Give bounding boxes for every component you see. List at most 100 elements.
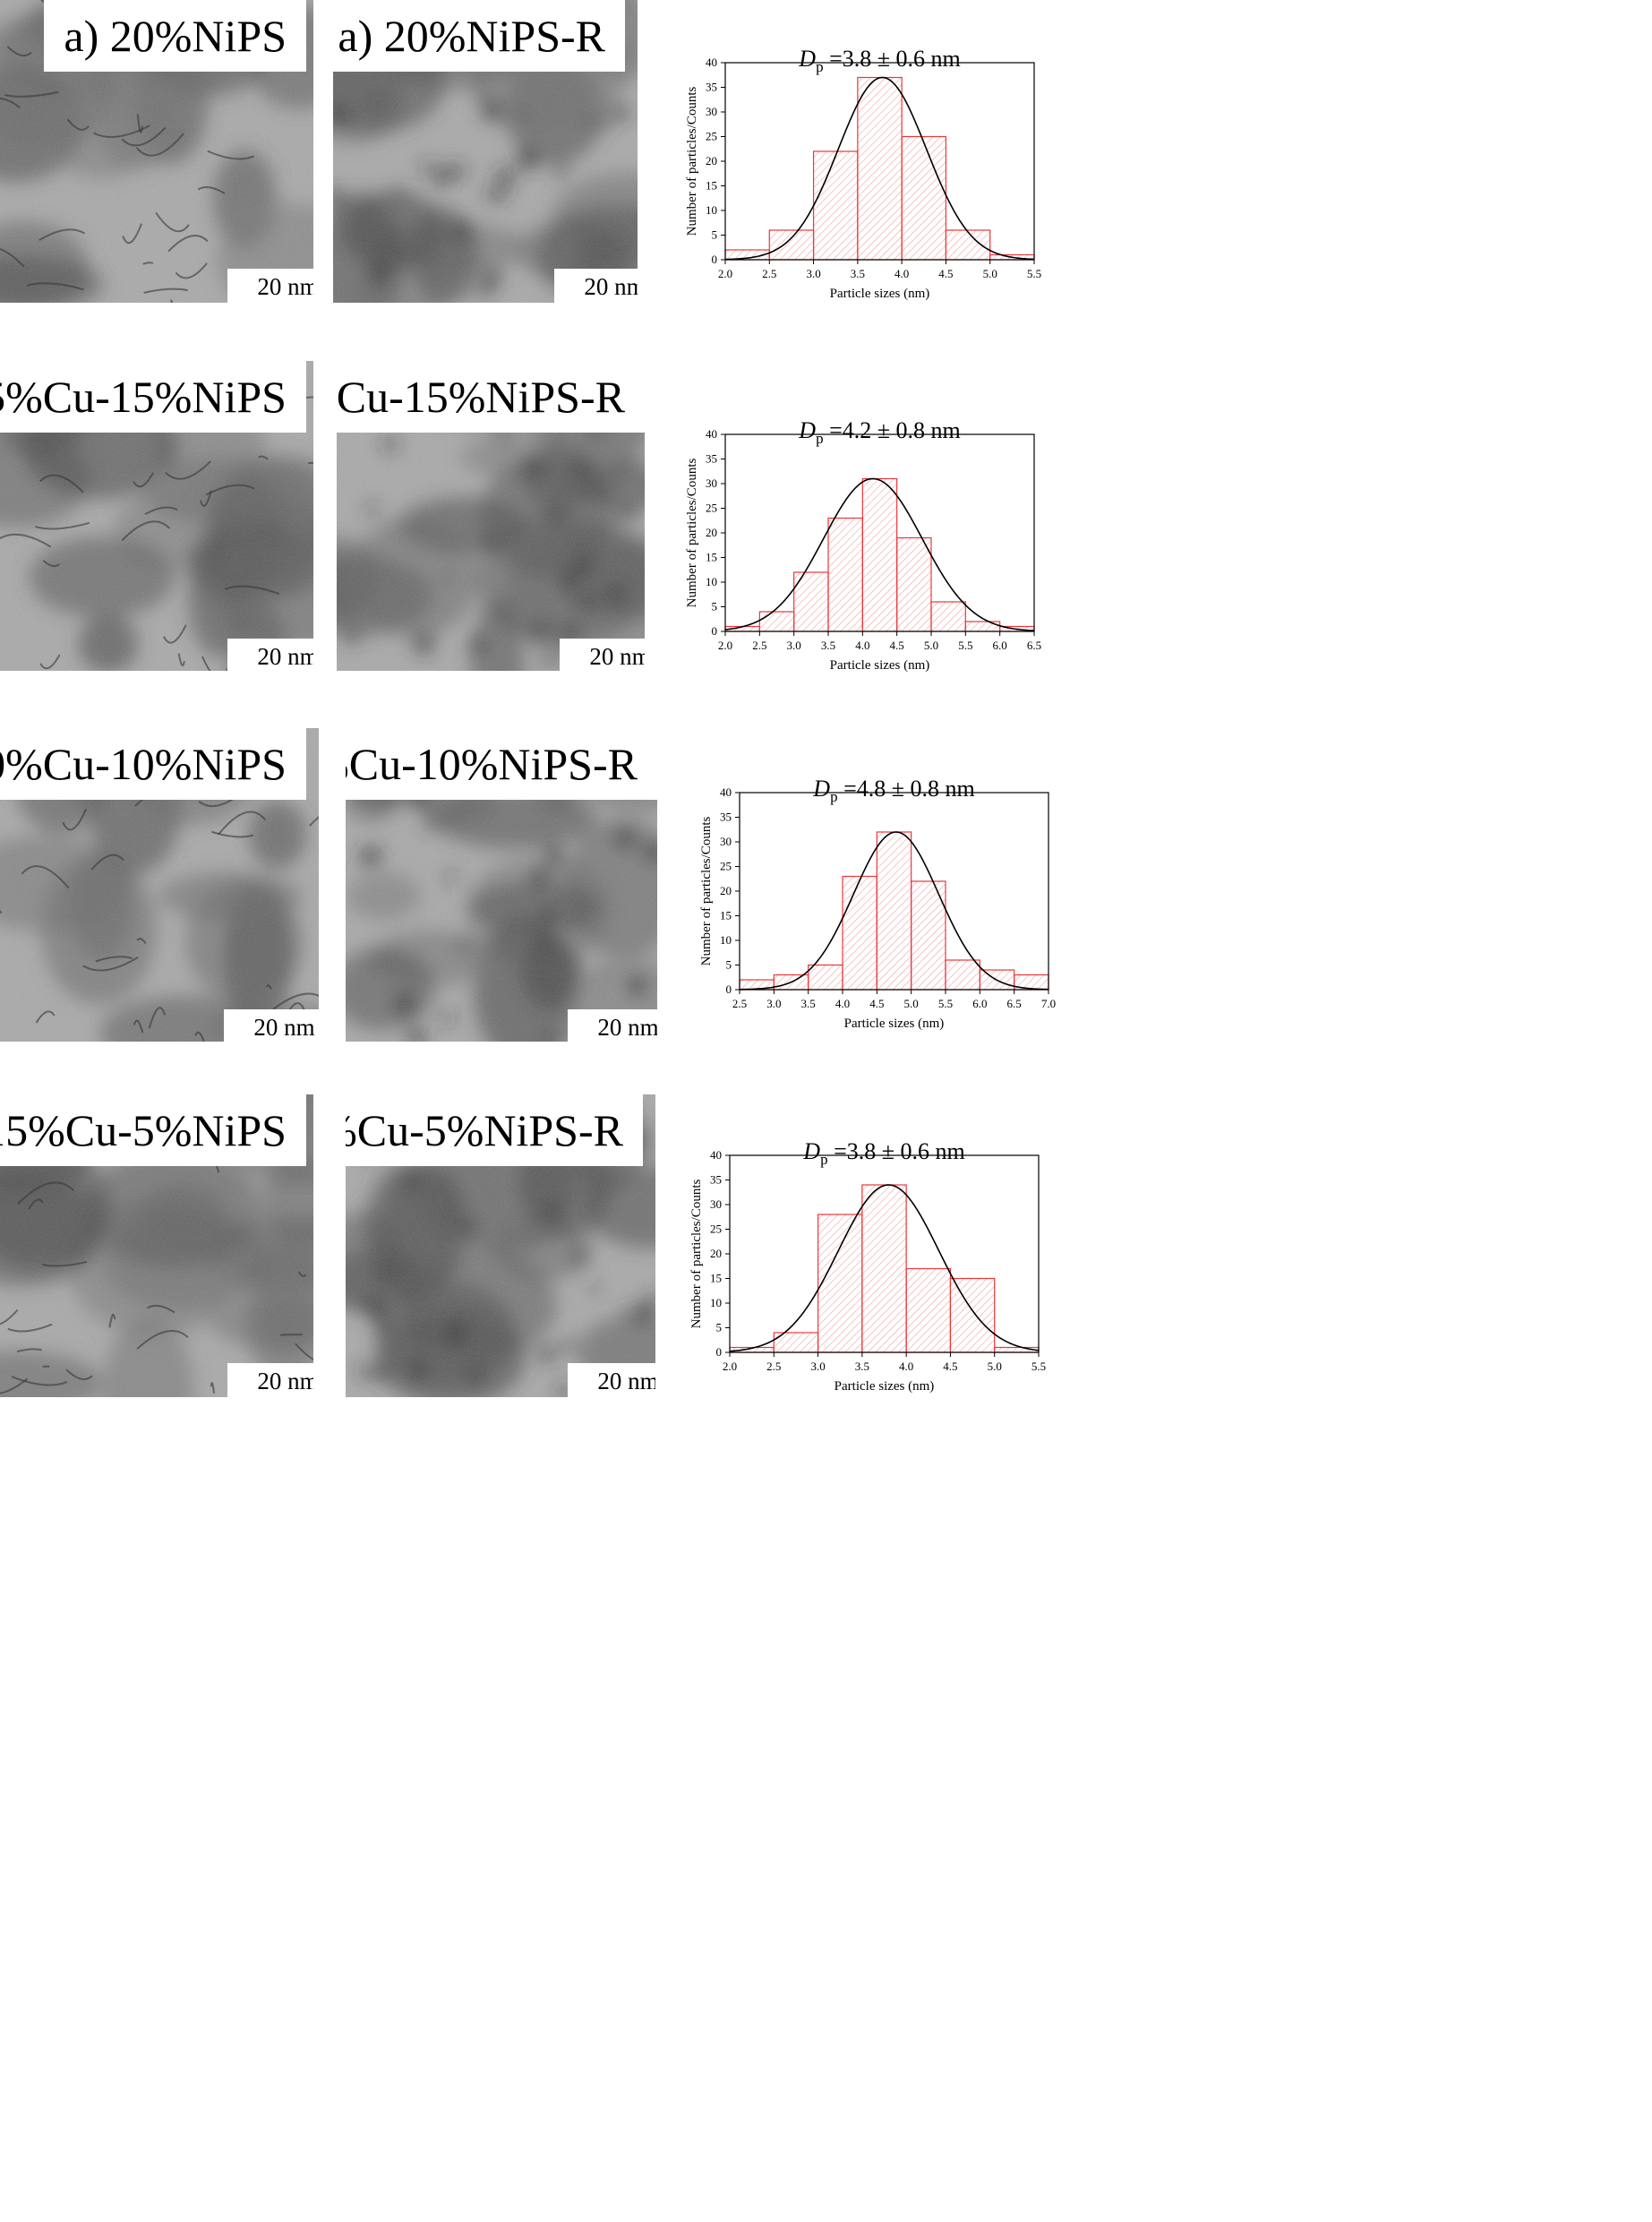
scale-bar-label: 20 nm	[253, 1014, 315, 1041]
x-tick-label: 2.5	[762, 267, 776, 280]
histogram-bar	[945, 229, 991, 261]
histogram-bar	[945, 959, 980, 991]
y-tick-label: 30	[720, 835, 732, 848]
scale-bar: 20 nm	[227, 639, 313, 671]
gaussian-fit-line	[739, 831, 1049, 991]
histogram-chart-a: 2.0 2.5 3.0 3.5 4.0 4.5 5.0 5.5 0 5 10 15 20 25 30 35 40…	[663, 27, 1057, 313]
y-tick-label: 5	[726, 958, 732, 972]
x-tick-label: 2.0	[723, 1360, 737, 1373]
gaussian-fit-line	[724, 76, 1035, 261]
y-tick-label: 35	[706, 81, 717, 94]
y-tick-label: 15	[706, 551, 717, 564]
y-tick-label: 25	[710, 1223, 722, 1236]
x-tick-label: 5.5	[1031, 1360, 1046, 1373]
x-tick-label: 5.0	[988, 1360, 1002, 1373]
histogram-bar	[876, 831, 912, 991]
x-tick-label: 2.5	[732, 997, 747, 1010]
y-tick-label: 10	[710, 1296, 722, 1309]
x-tick-label: 4.5	[869, 997, 884, 1010]
scale-bar-label: 20 nm	[597, 1368, 655, 1394]
scale-bar-label: 20 nm	[257, 643, 313, 670]
y-axis-label: Number of particles/Counts	[685, 87, 699, 236]
x-tick-label: 2.5	[752, 639, 766, 652]
x-tick-label: 5.0	[983, 267, 997, 280]
scale-bar: 20 nm	[568, 1363, 655, 1397]
tem-image-b-right: b) 5%Cu-15%NiPS-R 20 nm	[337, 361, 645, 671]
y-axis-label: Number of particles/Counts	[699, 817, 714, 966]
y-tick-label: 0	[712, 624, 718, 638]
y-tick-label: 20	[706, 526, 717, 539]
x-tick-label: 5.5	[958, 639, 972, 652]
y-tick-label: 15	[706, 179, 717, 193]
tem-label: a) 20%NiPS	[44, 0, 306, 72]
x-tick-label: 5.5	[938, 997, 953, 1010]
y-tick-label: 20	[706, 154, 717, 167]
y-tick-label: 10	[720, 933, 732, 947]
tem-label: b) 5%Cu-15%NiPS	[0, 361, 306, 433]
y-tick-label: 30	[706, 105, 717, 118]
x-tick-label: 2.5	[766, 1360, 781, 1373]
x-tick-label: 4.0	[835, 997, 850, 1010]
tem-image-c-left: c) 10%Cu-10%NiPS 20 nm	[0, 728, 319, 1042]
scale-bar-label: 20 nm	[257, 1368, 313, 1394]
histogram-chart-d: 2.0 2.5 3.0 3.5 4.0 4.5 5.0 5.5 0 5 10 15 20 25 30 35 40…	[667, 1120, 1061, 1406]
gaussian-fit-line	[729, 1184, 1040, 1352]
y-tick-label: 5	[716, 1321, 723, 1334]
x-tick-label: 2.0	[718, 267, 732, 280]
tem-label: c) 10%Cu-10%NiPS-R	[346, 728, 657, 800]
x-tick-label: 4.5	[938, 267, 953, 280]
y-tick-label: 15	[710, 1272, 722, 1285]
tem-image-b-left: b) 5%Cu-15%NiPS 20 nm	[0, 361, 313, 671]
y-tick-label: 20	[720, 884, 732, 897]
y-tick-label: 0	[716, 1345, 723, 1359]
histogram-bar	[905, 1267, 952, 1353]
x-tick-label: 4.5	[943, 1360, 957, 1373]
tem-label: a) 20%NiPS-R	[333, 0, 625, 72]
y-tick-label: 0	[712, 253, 718, 266]
scale-bar: 20 nm	[554, 269, 638, 303]
x-axis-label: Particle sizes (nm)	[844, 1017, 945, 1031]
x-tick-label: 6.5	[1007, 997, 1022, 1010]
scale-bar: 20 nm	[560, 639, 645, 671]
y-tick-label: 40	[720, 785, 732, 799]
gaussian-fit-line	[724, 477, 1035, 631]
x-tick-label: 6.0	[972, 997, 987, 1010]
y-tick-label: 25	[706, 502, 717, 515]
y-tick-label: 10	[706, 575, 717, 588]
x-tick-label: 4.5	[890, 639, 904, 652]
histogram-bar	[827, 517, 863, 632]
y-axis-label: Number of particles/Counts	[689, 1180, 704, 1329]
histogram-bar	[901, 135, 947, 261]
tem-label: c) 10%Cu-10%NiPS	[0, 728, 306, 800]
histogram-bar	[768, 229, 815, 261]
histogram-svg: 2.5 3.0 3.5 4.0 4.5 5.0 5.5 6.0 6.5 7.0 0 5 10 15 20 25…	[699, 776, 1056, 1031]
histogram-bar	[949, 1277, 996, 1353]
x-tick-label: 5.0	[924, 639, 938, 652]
y-tick-label: 40	[710, 1148, 722, 1162]
y-tick-label: 20	[710, 1247, 722, 1260]
histogram-svg: 2.0 2.5 3.0 3.5 4.0 4.5 5.0 5.5 6.0 6.5 0 5 10 15 20 25…	[685, 417, 1041, 673]
y-tick-label: 5	[712, 600, 718, 613]
histogram-bar	[964, 621, 1001, 632]
tem-image-a-right: a) 20%NiPS-R 20 nm	[333, 0, 638, 303]
histogram-chart-c: 2.5 3.0 3.5 4.0 4.5 5.0 5.5 6.0 6.5 7.0 0 5 10 15 20 25…	[677, 757, 1071, 1043]
tem-image-a-left: a) 20%NiPS 20 nm	[0, 0, 313, 303]
histogram-bar	[842, 875, 877, 991]
tem-label: d) 15%Cu-5%NiPS	[0, 1094, 306, 1166]
y-tick-label: 35	[720, 811, 732, 824]
x-axis-label: Particle sizes (nm)	[830, 287, 930, 301]
x-tick-label: 3.0	[766, 997, 781, 1010]
y-tick-label: 15	[720, 909, 732, 922]
x-tick-label: 3.5	[801, 997, 816, 1010]
histogram-bar	[817, 1214, 863, 1353]
y-tick-label: 10	[706, 203, 717, 217]
tem-label: d) 15%Cu-5%NiPS-R	[346, 1094, 643, 1166]
x-tick-label: 4.0	[899, 1360, 913, 1373]
histogram-bar	[861, 1184, 907, 1353]
x-axis-label: Particle sizes (nm)	[835, 1379, 935, 1394]
y-tick-label: 35	[710, 1173, 722, 1187]
histogram-svg: 2.0 2.5 3.0 3.5 4.0 4.5 5.0 5.5 0 5 10 15 20 25 30 35 40…	[685, 46, 1041, 301]
x-tick-label: 4.0	[894, 267, 909, 280]
y-tick-label: 40	[706, 427, 717, 441]
tem-image-d-right: d) 15%Cu-5%NiPS-R 20 nm	[346, 1094, 655, 1397]
